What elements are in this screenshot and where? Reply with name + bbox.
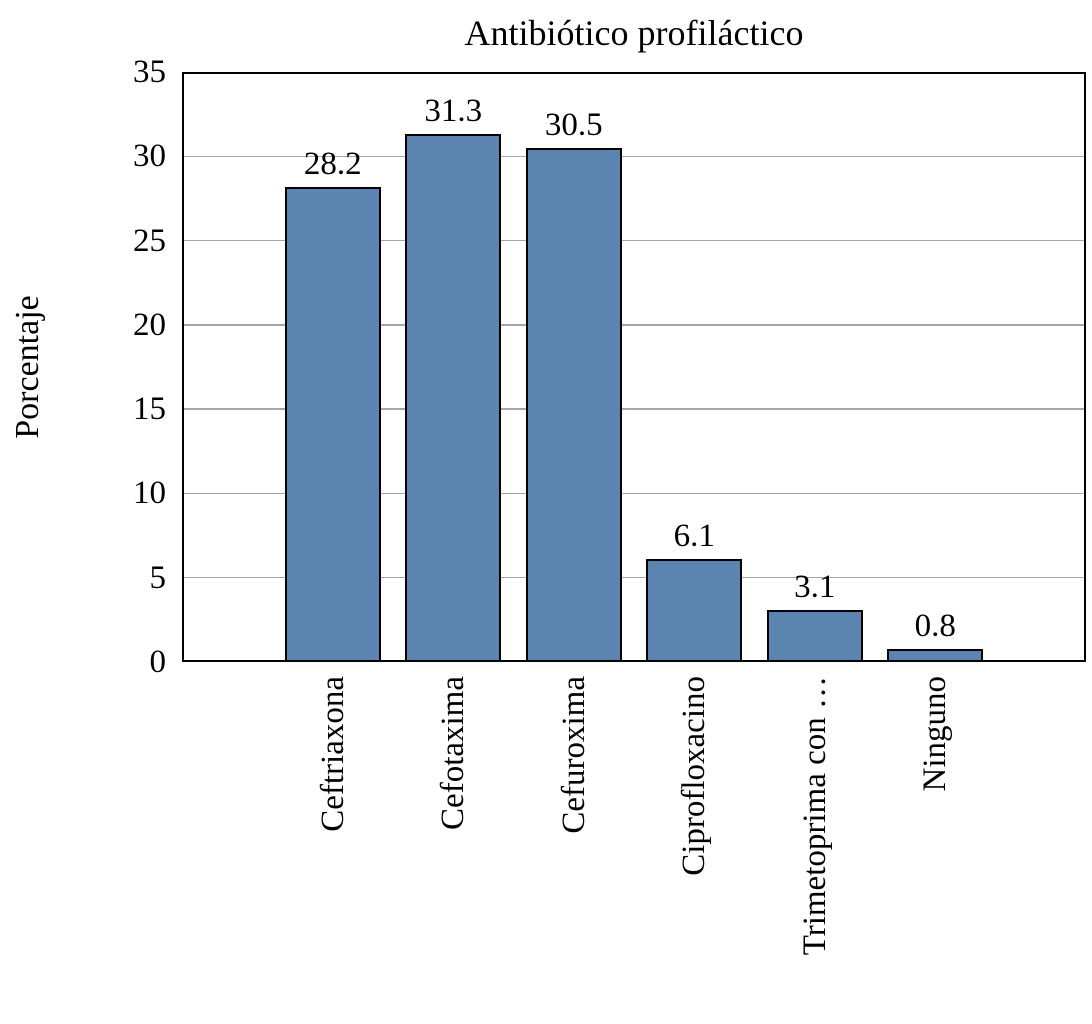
x-tick-label: Ciprofloxacino — [676, 676, 713, 876]
gridline — [182, 408, 1086, 410]
bar-value-label: 6.1 — [673, 518, 715, 555]
x-tick-label: Ninguno — [917, 676, 954, 792]
bar-Cefuroxima — [525, 147, 622, 662]
x-tick-label: Cefotaxima — [435, 676, 472, 830]
plot-area: 28.2 31.3 30.5 6.1 3.1 0.8 — [182, 72, 1086, 662]
y-tick-label: 30 — [133, 138, 166, 175]
gridline — [182, 239, 1086, 242]
bar-value-label: 28.2 — [303, 145, 362, 182]
bar-Ciprofloxacino — [646, 559, 743, 662]
gridline — [182, 324, 1086, 326]
x-tick-label: Ceftriaxona — [314, 676, 351, 832]
gridline — [182, 576, 1086, 579]
y-tick-label: 20 — [133, 306, 166, 343]
x-tick-label: Trimetoprima con … — [796, 676, 833, 956]
y-tick-label: 25 — [133, 222, 166, 259]
bar-value-label: 3.1 — [794, 568, 836, 605]
bar-Ceftriaxona — [284, 186, 381, 662]
y-tick-label: 15 — [133, 391, 166, 428]
x-tick-label: Cefuroxima — [555, 676, 592, 834]
y-tick-label: 5 — [149, 559, 167, 596]
chart-title: Antibiótico profiláctico — [464, 13, 804, 53]
y-axis-label: Porcentaje — [9, 295, 46, 439]
gridline — [182, 492, 1086, 495]
gridline — [182, 155, 1086, 158]
bar-value-label: 0.8 — [914, 607, 956, 644]
bar-Cefotaxima — [405, 134, 502, 662]
y-tick-label: 10 — [133, 475, 166, 512]
bar-value-label: 30.5 — [544, 106, 603, 143]
bar-value-label: 31.3 — [424, 93, 483, 130]
y-tick-label: 0 — [149, 644, 167, 680]
bar-Ninguno — [887, 648, 984, 662]
bar-Trimetoprima con … — [766, 609, 863, 662]
y-tick-label: 35 — [133, 54, 166, 90]
